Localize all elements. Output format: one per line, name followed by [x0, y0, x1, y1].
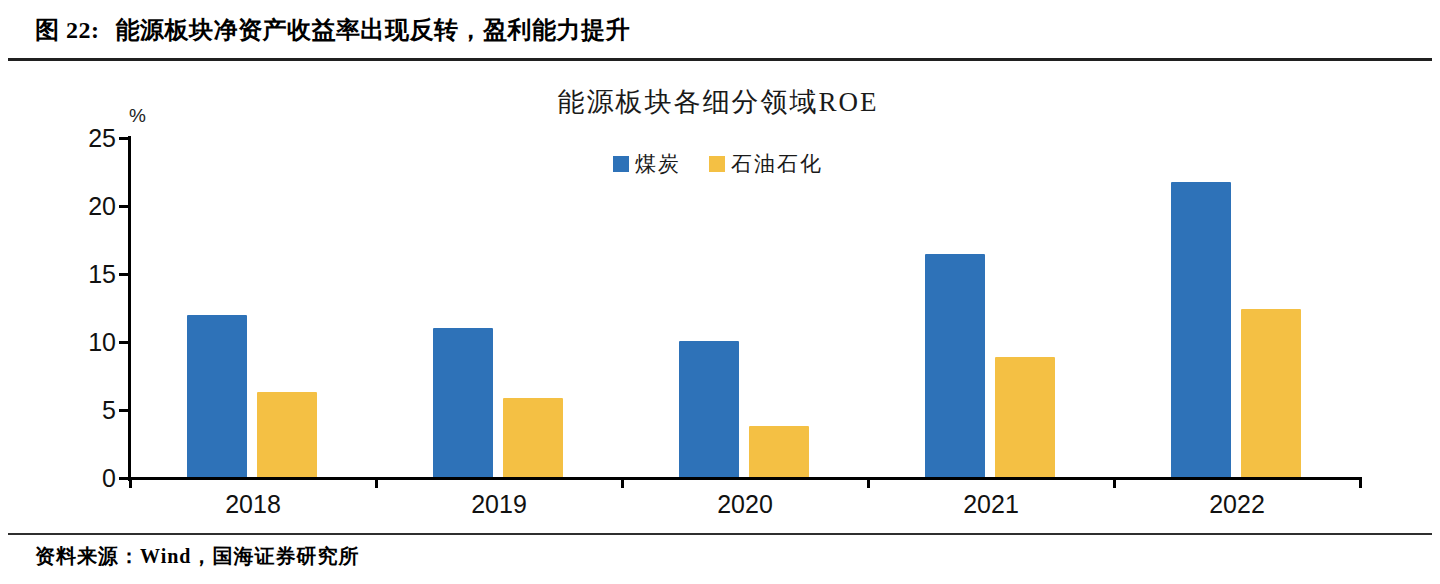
y-axis-unit-label: %	[129, 105, 146, 127]
x-axis-tick	[1359, 479, 1362, 488]
bar-series1-2022	[1241, 309, 1301, 478]
y-axis-tick	[119, 409, 128, 412]
y-axis-tick	[119, 477, 128, 480]
y-axis-line	[128, 136, 131, 481]
x-axis-tick	[375, 479, 378, 488]
legend-swatch-icon	[709, 156, 725, 172]
x-axis-label: 2022	[1114, 489, 1360, 519]
y-axis-label: 0	[56, 463, 116, 493]
bar-series0-2021	[925, 254, 985, 478]
y-axis-tick	[119, 137, 128, 140]
legend-item: 煤炭	[613, 150, 681, 178]
x-axis-label: 2021	[868, 489, 1114, 519]
bar-series1-2020	[749, 426, 809, 478]
x-axis-tick	[621, 479, 624, 488]
legend-swatch-icon	[613, 156, 629, 172]
legend-item: 石油石化	[709, 150, 823, 178]
footer-divider	[8, 533, 1432, 535]
bar-series1-2018	[257, 392, 317, 478]
chart-title: 能源板块各细分领域ROE	[558, 87, 879, 117]
y-axis-label: 10	[56, 327, 116, 357]
report-figure-page: 图 22:能源板块净资产收益率出现反转，盈利能力提升 能源板块各细分领域ROE …	[0, 0, 1440, 584]
y-axis-label: 5	[56, 395, 116, 425]
x-axis-label: 2018	[130, 489, 376, 519]
bar-series1-2021	[995, 357, 1055, 478]
bar-series0-2020	[679, 341, 739, 478]
y-axis-tick	[119, 205, 128, 208]
x-axis-label: 2020	[622, 489, 868, 519]
y-axis-tick	[119, 273, 128, 276]
bar-series0-2022	[1171, 182, 1231, 478]
bar-series1-2019	[503, 398, 563, 478]
legend-label: 煤炭	[635, 150, 681, 178]
bar-series0-2019	[433, 328, 493, 478]
chart-legend: 煤炭 石油石化	[0, 150, 1436, 178]
x-axis-tick	[867, 479, 870, 488]
legend-label: 石油石化	[731, 150, 823, 178]
data-source-note: 资料来源：Wind，国海证券研究所	[35, 543, 359, 570]
y-axis-label: 15	[56, 259, 116, 289]
y-axis-label: 25	[56, 123, 116, 153]
y-axis-tick	[119, 341, 128, 344]
x-axis-tick	[1113, 479, 1116, 488]
y-axis-label: 20	[56, 191, 116, 221]
x-axis-label: 2019	[376, 489, 622, 519]
bar-chart: 能源板块各细分领域ROE % 煤炭 石油石化 0 5 10 15 20 25 20182019…	[0, 0, 1440, 584]
x-axis-line	[128, 477, 1362, 480]
bar-series0-2018	[187, 315, 247, 478]
